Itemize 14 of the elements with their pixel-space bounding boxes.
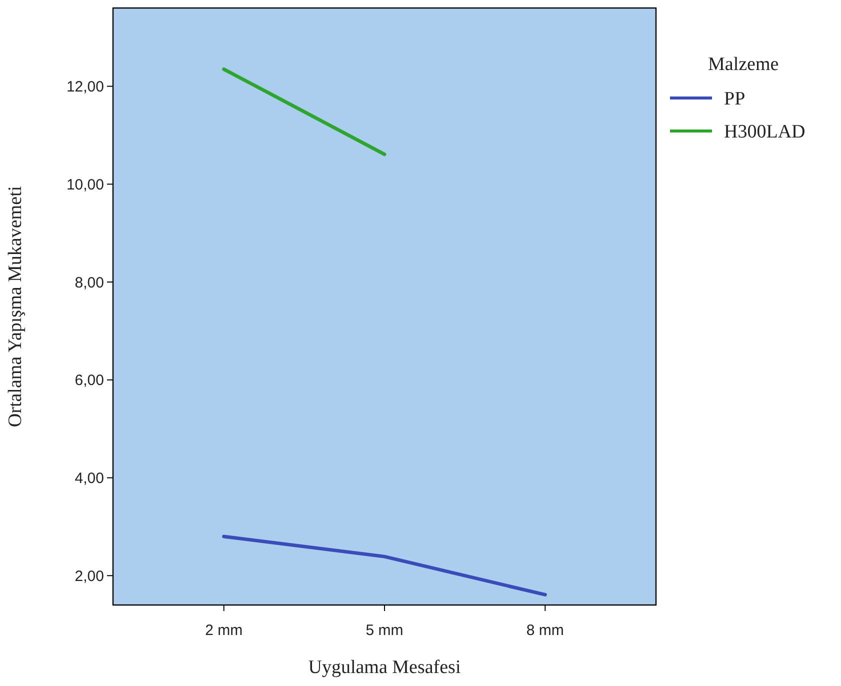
y-tick-label: 4,00 xyxy=(74,470,104,488)
y-tick-label: 8,00 xyxy=(74,274,104,292)
x-tick-label: 8 mm xyxy=(526,622,564,639)
x-axis-title: Uygulama Mesafesi xyxy=(308,657,461,678)
legend-label: PP xyxy=(724,88,746,110)
y-axis-title: Ortalama Yapışma Mukavemeti xyxy=(5,186,26,428)
x-tick-label: 2 mm xyxy=(205,622,243,639)
legend-title: Malzeme xyxy=(708,54,779,75)
y-tick-label: 6,00 xyxy=(74,372,104,390)
y-tick-label: 2,00 xyxy=(74,568,104,585)
legend-label: H300LAD xyxy=(724,122,806,143)
y-tick-label: 10,00 xyxy=(66,176,104,194)
x-tick-label: 5 mm xyxy=(366,622,404,639)
y-tick-label: 12,00 xyxy=(66,78,104,96)
